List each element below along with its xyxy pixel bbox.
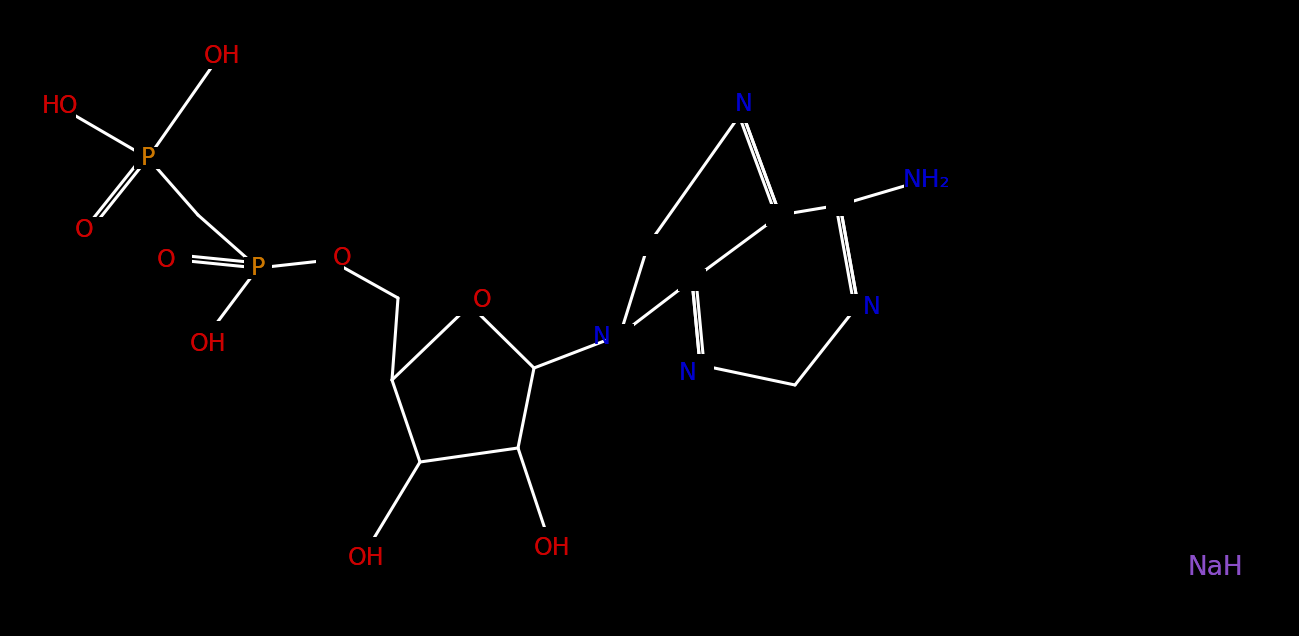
Text: OH: OH bbox=[190, 332, 226, 356]
Text: N: N bbox=[863, 295, 881, 319]
Bar bbox=[844, 294, 872, 316]
Text: O: O bbox=[74, 218, 94, 242]
Bar bbox=[244, 257, 271, 279]
Text: OH: OH bbox=[534, 536, 570, 560]
Bar bbox=[634, 234, 662, 256]
Bar bbox=[607, 324, 634, 346]
Text: NaH: NaH bbox=[1187, 555, 1243, 581]
Text: O: O bbox=[74, 218, 94, 242]
Text: NH₂: NH₂ bbox=[903, 168, 950, 192]
Text: N: N bbox=[863, 295, 881, 319]
Text: N: N bbox=[594, 325, 611, 349]
Text: P: P bbox=[251, 256, 265, 280]
Text: O: O bbox=[157, 248, 175, 272]
Bar bbox=[727, 101, 756, 123]
Bar bbox=[196, 321, 223, 343]
Text: N: N bbox=[594, 325, 611, 349]
Text: OH: OH bbox=[204, 44, 240, 68]
Text: N: N bbox=[679, 361, 696, 385]
Bar bbox=[316, 249, 344, 271]
Bar bbox=[766, 204, 794, 226]
Bar bbox=[48, 97, 77, 119]
Text: HO: HO bbox=[42, 94, 78, 118]
Text: OH: OH bbox=[534, 536, 570, 560]
Bar bbox=[134, 147, 162, 169]
Text: O: O bbox=[333, 246, 351, 270]
Bar bbox=[826, 194, 853, 216]
Text: NH₂: NH₂ bbox=[903, 168, 950, 192]
Text: N: N bbox=[735, 92, 753, 116]
Text: OH: OH bbox=[348, 546, 385, 570]
Bar bbox=[355, 537, 382, 559]
Bar bbox=[534, 527, 562, 549]
Text: O: O bbox=[473, 288, 491, 312]
Text: HO: HO bbox=[42, 94, 78, 118]
Bar bbox=[164, 249, 192, 271]
Text: NaH: NaH bbox=[1187, 555, 1243, 581]
Text: P: P bbox=[140, 146, 155, 170]
Text: O: O bbox=[157, 248, 175, 272]
Bar bbox=[204, 47, 233, 69]
Text: P: P bbox=[251, 256, 265, 280]
Text: O: O bbox=[473, 288, 491, 312]
Text: P: P bbox=[140, 146, 155, 170]
Bar bbox=[78, 217, 107, 239]
Text: O: O bbox=[333, 246, 351, 270]
Text: OH: OH bbox=[204, 44, 240, 68]
Text: N: N bbox=[735, 92, 753, 116]
Bar bbox=[904, 171, 931, 193]
Bar bbox=[456, 294, 485, 316]
Text: OH: OH bbox=[190, 332, 226, 356]
Bar bbox=[678, 269, 705, 291]
Text: OH: OH bbox=[348, 546, 385, 570]
Bar bbox=[686, 354, 714, 376]
Text: N: N bbox=[679, 361, 696, 385]
